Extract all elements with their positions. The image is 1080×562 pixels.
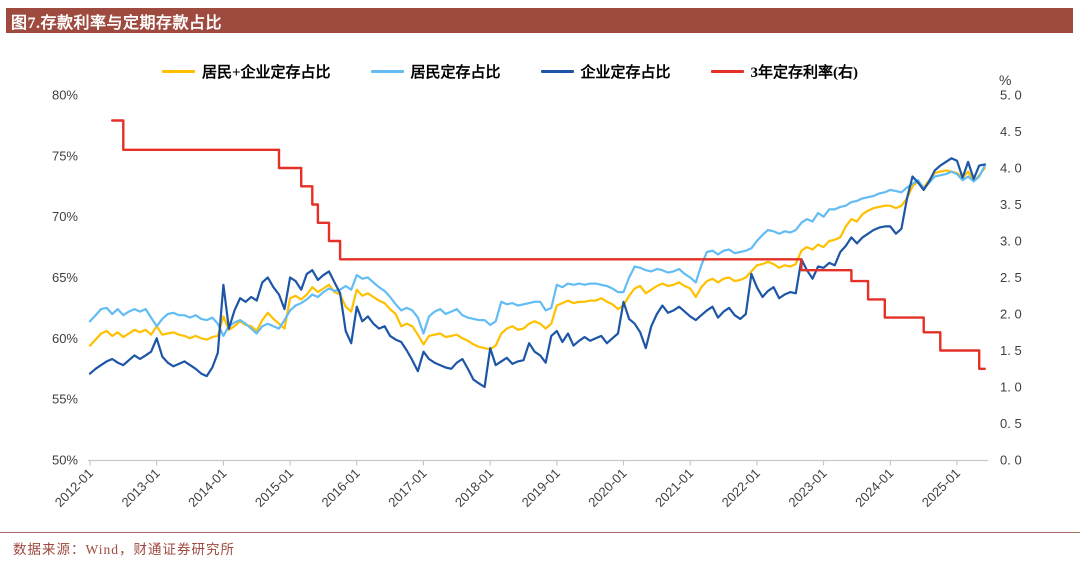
x-tick-label: 2025-01 (919, 466, 963, 510)
footer-divider (0, 532, 1080, 533)
y-right-tick-label: 2. 5 (1000, 270, 1022, 285)
x-tick-label: 2017-01 (385, 466, 429, 510)
data-source-note: 数据来源：Wind，财通证券研究所 (13, 542, 235, 557)
y-right-tick-label: 0. 5 (1000, 416, 1022, 431)
x-tick-label: 2023-01 (785, 466, 829, 510)
series-line-resident (88, 164, 986, 337)
x-tick-label: 2022-01 (719, 466, 763, 510)
legend-swatch-rate3y (710, 69, 744, 73)
y-right-tick-label: 5. 0 (1000, 88, 1022, 103)
x-tick-label: 2016-01 (319, 466, 363, 510)
legend-swatch-combined (161, 69, 195, 73)
y-right-tick-label: 0. 0 (1000, 453, 1022, 468)
y-left-tick-label: 70% (52, 209, 78, 224)
x-tick-label: 2020-01 (585, 466, 629, 510)
y-right-tick-label: 2. 0 (1000, 307, 1022, 322)
y-right-tick-label: 3. 0 (1000, 234, 1022, 249)
legend-label-combined: 居民+企业定存占比 (201, 64, 331, 81)
x-tick-label: 2012-01 (52, 466, 96, 510)
y-left-tick-label: 80% (52, 88, 78, 103)
legend-item-rate3y: 3年定存利率(右) (710, 61, 859, 82)
right-axis-unit-label: % (999, 72, 1011, 88)
y-right-tick-label: 3. 5 (1000, 197, 1022, 212)
x-tick-label: 2015-01 (252, 466, 296, 510)
series-line-rate3y (111, 119, 986, 370)
series-line-enterprise (88, 157, 986, 389)
figure-title: 图7.存款利率与定期存款占比 (11, 14, 223, 32)
y-right-tick-label: 4. 0 (1000, 161, 1022, 176)
y-left-tick-label: 50% (52, 453, 78, 468)
y-left-tick-label: 60% (52, 331, 78, 346)
legend-item-combined: 居民+企业定存占比 (161, 61, 331, 82)
legend-label-enterprise: 企业定存占比 (580, 64, 671, 81)
y-left-tick-label: 75% (52, 148, 78, 163)
x-tick-label: 2021-01 (652, 466, 696, 510)
y-left-tick-label: 55% (52, 392, 78, 407)
x-tick-label: 2014-01 (185, 466, 229, 510)
x-tick-label: 2024-01 (852, 466, 896, 510)
x-tick-label: 2019-01 (519, 466, 563, 510)
y-right-tick-label: 4. 5 (1000, 124, 1022, 139)
legend-item-enterprise: 企业定存占比 (540, 61, 671, 82)
legend-item-resident: 居民定存占比 (370, 61, 501, 82)
x-tick-label: 2018-01 (452, 466, 496, 510)
y-right-tick-label: 1. 5 (1000, 343, 1022, 358)
legend-label-resident: 居民定存占比 (410, 64, 501, 81)
figure-title-bar: 图7.存款利率与定期存款占比 (6, 8, 1073, 33)
y-left-tick-label: 65% (52, 270, 78, 285)
legend: 居民+企业定存占比 居民定存占比 企业定存占比 3年定存利率(右) (0, 60, 1020, 82)
legend-swatch-resident (370, 69, 404, 73)
series-line-combined (88, 166, 986, 351)
legend-label-rate3y: 3年定存利率(右) (750, 64, 859, 81)
legend-swatch-enterprise (540, 69, 574, 73)
x-tick-label: 2013-01 (118, 466, 162, 510)
y-right-tick-label: 1. 0 (1000, 380, 1022, 395)
